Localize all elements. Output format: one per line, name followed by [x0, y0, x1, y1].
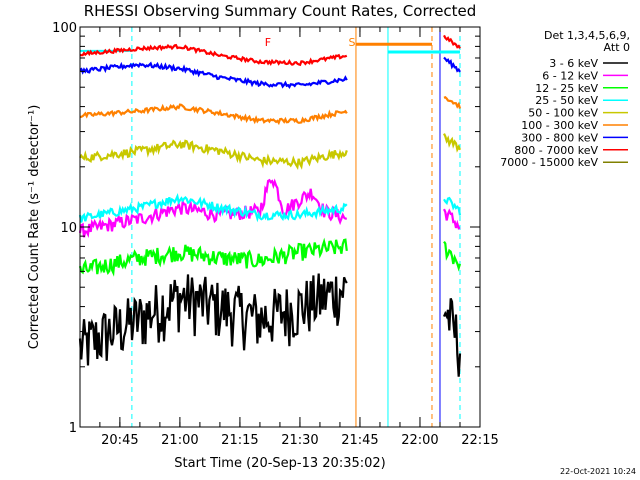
legend-label-6: 300 - 800 keV	[521, 131, 598, 144]
chart-title: RHESSI Observing Summary Count Rates, Co…	[84, 2, 477, 20]
legend-label-0: 3 - 6 keV	[549, 57, 598, 70]
x-tick-label-6: 22:15	[461, 433, 498, 448]
series-trace-0-1	[442, 297, 462, 377]
series-trace-5-0	[79, 103, 348, 126]
series-trace-0-0	[78, 273, 348, 366]
series-trace-3-0	[78, 193, 348, 223]
x-tick-label-3: 21:30	[281, 433, 318, 448]
y-tick-label-0: 1	[69, 421, 77, 436]
y-tick-label-1: 10	[60, 221, 77, 236]
series-trace-7-0	[80, 43, 348, 67]
y-axis-label: Corrected Count Rate (s⁻¹ detector⁻¹)	[27, 105, 42, 350]
x-tick-label-4: 21:45	[341, 433, 378, 448]
plot-frame	[79, 26, 481, 428]
footer-timestamp: 22-Oct-2021 10:24	[560, 467, 636, 476]
legend-label-4: 50 - 100 keV	[528, 107, 598, 120]
series-trace-6-1	[443, 56, 461, 73]
legend-label-5: 100 - 300 keV	[521, 119, 598, 132]
series-trace-7-1	[443, 34, 461, 49]
x-tick-label-1: 21:00	[161, 433, 198, 448]
legend-header-line1: Det 1,3,4,5,6,9,	[544, 29, 630, 42]
axes: 20:45 21:00 21:15 21:30 21:45 22:00 22:15 1 10 10…	[52, 21, 499, 448]
series-trace-2-0	[78, 237, 348, 277]
series-trace-1-1	[443, 208, 461, 230]
legend-label-2: 12 - 25 keV	[535, 82, 598, 95]
legend-label-3: 25 - 50 keV	[535, 94, 598, 107]
series-trace-3-1	[443, 196, 462, 216]
legend-header-line2: Att 0	[604, 41, 630, 54]
legend-label-7: 800 - 7000 keV	[514, 144, 598, 157]
x-axis-label: Start Time (20-Sep-13 20:35:02)	[174, 456, 385, 471]
x-tick-label-5: 22:00	[401, 433, 438, 448]
legend-label-8: 7000 - 15000 keV	[500, 156, 598, 169]
y-tick-label-2: 100	[52, 21, 77, 36]
series-trace-1-0	[78, 178, 347, 239]
series-trace-6-0	[79, 61, 348, 89]
series-trace-4-0	[79, 139, 348, 170]
series-trace-2-1	[443, 240, 462, 272]
legend-label-1: 6 - 12 keV	[542, 69, 598, 82]
x-tick-label-0: 20:45	[101, 433, 138, 448]
x-tick-label-2: 21:15	[221, 433, 258, 448]
flag-label-0: F	[265, 36, 271, 49]
series-trace-4-1	[443, 133, 462, 153]
series-trace-5-1	[443, 96, 462, 109]
flag-label-1: S	[348, 36, 355, 49]
